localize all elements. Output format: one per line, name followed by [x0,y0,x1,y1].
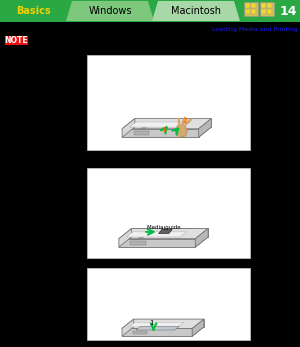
Bar [245,9,250,14]
Polygon shape [192,319,204,336]
Polygon shape [134,319,204,327]
Bar [251,3,256,8]
Polygon shape [122,319,204,329]
Polygon shape [122,119,135,137]
Text: Macintosh: Macintosh [171,6,221,16]
Polygon shape [119,228,208,239]
Text: 1: 1 [162,127,167,133]
Text: Media guide: Media guide [147,225,181,230]
Text: NOTE: NOTE [5,36,28,45]
Polygon shape [135,119,212,127]
Polygon shape [199,119,212,137]
Polygon shape [119,237,208,247]
Bar [0,0,300,22]
Polygon shape [136,326,179,330]
Bar [130,241,146,245]
Bar [267,3,272,8]
Polygon shape [195,228,208,247]
Bar [133,331,147,334]
Bar [87,55,250,150]
Text: 14: 14 [279,5,297,17]
Bar [260,2,274,16]
Bar [245,3,250,8]
Text: Basics: Basics [16,6,50,16]
Bar [87,268,250,340]
Text: Loading Media and Printing: Loading Media and Printing [212,26,298,32]
Polygon shape [159,229,172,234]
Text: 1: 1 [150,320,154,326]
Polygon shape [138,234,148,239]
Bar [134,131,149,135]
Polygon shape [122,329,192,336]
Polygon shape [122,119,212,129]
Polygon shape [2,1,68,21]
Polygon shape [122,327,204,336]
Bar [251,9,256,14]
Polygon shape [132,228,208,237]
Bar [276,0,300,22]
Bar [5,36,28,45]
Polygon shape [129,322,184,327]
Polygon shape [152,1,240,21]
Bar [261,9,266,14]
Bar [267,9,272,14]
Bar [261,3,266,8]
Polygon shape [140,324,148,329]
Bar [87,168,250,258]
Polygon shape [122,319,134,336]
Text: Windows: Windows [88,6,132,16]
Bar [244,2,258,16]
Polygon shape [141,124,151,129]
Polygon shape [119,228,132,247]
Polygon shape [119,239,195,247]
Polygon shape [176,124,188,138]
Polygon shape [66,1,154,21]
Polygon shape [122,127,212,137]
Text: 2: 2 [183,118,188,124]
Polygon shape [122,129,199,137]
Polygon shape [130,122,190,127]
Polygon shape [127,232,186,237]
